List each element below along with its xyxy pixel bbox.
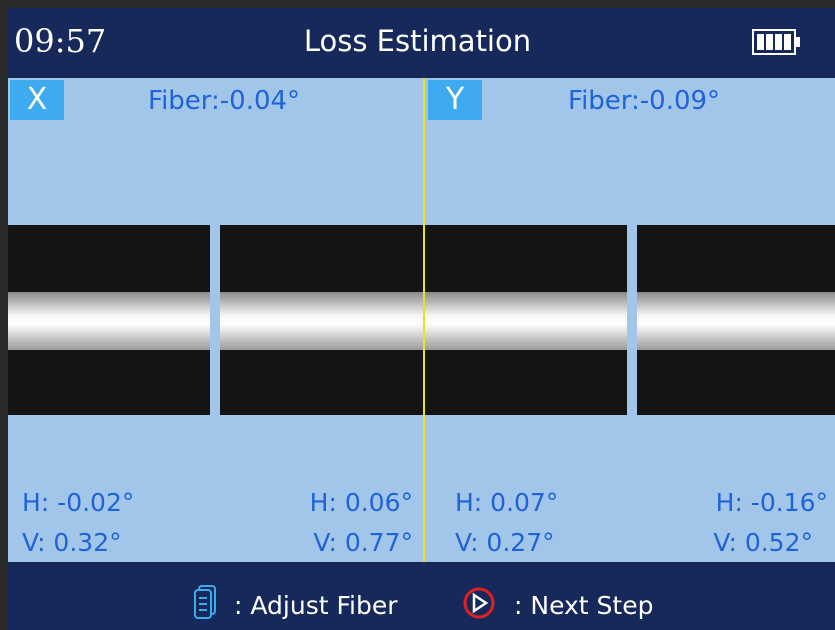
divider	[423, 78, 425, 562]
panel-label: X	[10, 80, 64, 120]
fiber-angle: Fiber:-0.09°	[568, 86, 720, 116]
v-angle: V: 0.77°	[313, 528, 413, 557]
v-angle: V: 0.27°	[455, 528, 555, 557]
fiber-right	[637, 225, 835, 415]
h-angle: H: 0.06°	[310, 488, 413, 517]
panel-label: Y	[428, 80, 482, 120]
h-angle: H: -0.02°	[22, 488, 134, 517]
battery-icon	[752, 29, 802, 55]
v-angle: V: 0.32°	[22, 528, 122, 557]
h-angle: H: -0.16°	[716, 488, 828, 517]
next-hint[interactable]: : Next Step	[514, 591, 653, 620]
next-icon[interactable]	[462, 586, 498, 622]
adjust-icon[interactable]	[193, 585, 217, 621]
screen: 09:57 Loss Estimation X Fiber:-0.04° H: …	[0, 0, 835, 630]
v-angle: V: 0.52°	[713, 528, 813, 557]
h-angle: H: 0.07°	[455, 488, 558, 517]
fiber-left	[8, 225, 210, 415]
fiber-angle: Fiber:-0.04°	[148, 86, 300, 116]
footer-bar	[8, 562, 835, 630]
adjust-hint[interactable]: : Adjust Fiber	[234, 591, 398, 620]
screen-title: Loss Estimation	[0, 24, 835, 58]
